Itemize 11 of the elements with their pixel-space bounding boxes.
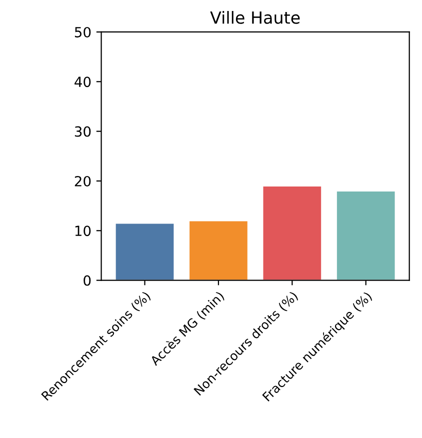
bar [188, 220, 248, 280]
bar [336, 190, 396, 280]
y-tick-label: 30 [74, 126, 91, 137]
chart-title: Ville Haute [210, 10, 300, 24]
y-tick-label: 40 [74, 76, 91, 88]
y-tick-label: 20 [74, 176, 91, 186]
bar [114, 222, 175, 280]
y-tick-label: 10 [75, 226, 91, 236]
bar [262, 185, 322, 280]
y-tick-label: 0 [84, 275, 91, 286]
y-tick-label: 50 [74, 26, 91, 38]
